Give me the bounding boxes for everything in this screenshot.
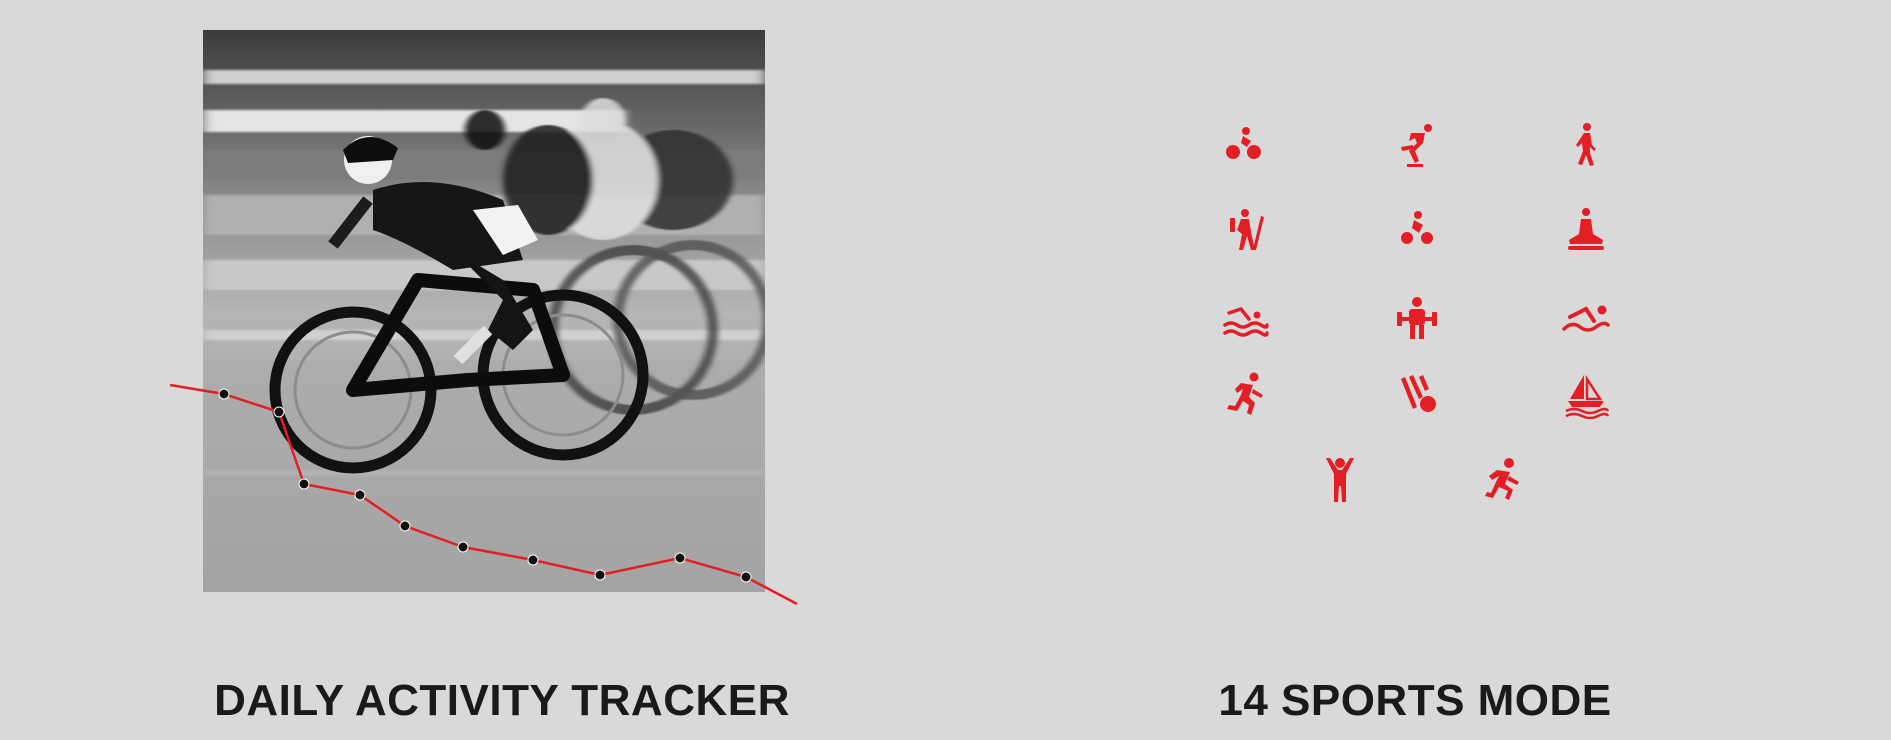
daily-activity-tracker-title: DAILY ACTIVITY TRACKER	[214, 676, 790, 725]
skating-icon	[1393, 121, 1441, 169]
sailing-icon	[1562, 371, 1610, 419]
outdoor-cycling-icon	[1221, 121, 1269, 169]
running-icon	[1221, 371, 1269, 419]
walking-icon	[1562, 121, 1610, 169]
badminton-icon	[1393, 371, 1441, 419]
pool-swimming-icon	[1221, 295, 1269, 343]
hiking-icon	[1221, 206, 1269, 254]
free-exercise-icon	[1316, 456, 1364, 504]
weightlifting-icon	[1393, 295, 1441, 343]
indoor-cycling-icon	[1393, 206, 1441, 254]
open-water-swimming-icon	[1562, 295, 1610, 343]
sports-mode-title: 14 SPORTS MODE	[1218, 676, 1612, 725]
indoor-running-icon	[1477, 456, 1525, 504]
yoga-icon	[1562, 206, 1610, 254]
